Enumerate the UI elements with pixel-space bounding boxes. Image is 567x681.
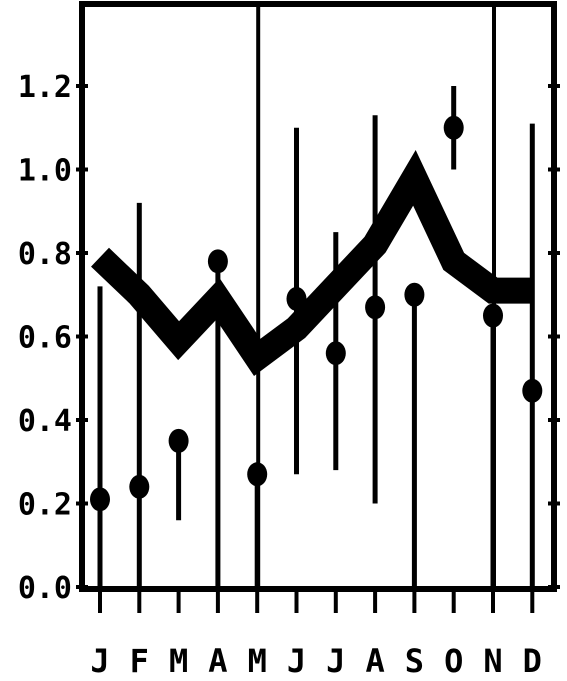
- data-points: [90, 115, 543, 512]
- data-point: [286, 286, 307, 311]
- data-point: [365, 295, 386, 320]
- data-point: [207, 249, 228, 274]
- data-point: [483, 303, 503, 328]
- month-label: M: [248, 642, 267, 680]
- data-point: [129, 474, 150, 499]
- data-point: [325, 341, 346, 366]
- y-axis-labels: 0.0 0.2 0.4 0.6 0.8 1.0 1.2: [18, 70, 72, 606]
- trend-line-layer: [91, 150, 533, 376]
- data-point: [168, 428, 189, 453]
- data-point: [443, 115, 464, 140]
- month-label: S: [405, 642, 424, 680]
- y-tick-label: 1.2: [18, 70, 72, 105]
- axis-ticks: [76, 84, 560, 613]
- data-point: [247, 462, 268, 487]
- month-label: O: [444, 642, 463, 680]
- month-label: N: [483, 642, 502, 680]
- data-point: [522, 378, 543, 403]
- y-tick-label: 1.0: [18, 154, 72, 189]
- month-label: F: [130, 642, 149, 680]
- month-label: D: [523, 642, 542, 680]
- trend-line: [91, 150, 533, 376]
- data-point: [404, 282, 425, 307]
- y-tick-label: 0.2: [18, 488, 72, 523]
- month-label: J: [90, 642, 109, 680]
- month-label: A: [365, 642, 384, 680]
- y-tick-label: 0.6: [18, 321, 72, 356]
- month-label: J: [326, 642, 345, 680]
- y-tick-label: 0.0: [18, 571, 72, 606]
- month-label: A: [208, 642, 227, 680]
- month-label: M: [169, 642, 188, 680]
- plot-frame: [79, 1, 557, 592]
- month-label: J: [287, 642, 306, 680]
- data-point: [90, 487, 110, 512]
- y-tick-label: 0.4: [18, 404, 72, 439]
- y-tick-label: 0.8: [18, 237, 72, 272]
